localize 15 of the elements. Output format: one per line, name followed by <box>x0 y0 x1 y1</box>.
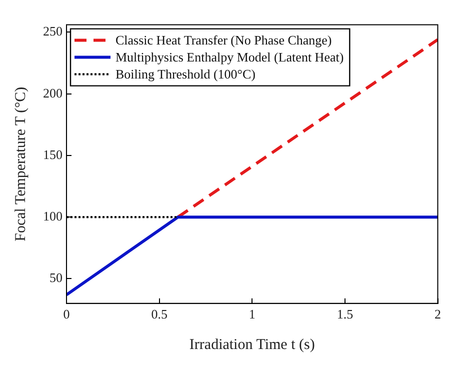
legend-label: Multiphysics Enthalpy Model (Latent Heat) <box>116 50 344 65</box>
legend-label: Classic Heat Transfer (No Phase Change) <box>116 32 332 48</box>
y-tick-label: 200 <box>43 85 62 100</box>
x-tick-label: 0 <box>63 306 70 322</box>
y-tick-label: 50 <box>50 270 62 286</box>
x-tick-label: 1 <box>248 306 256 322</box>
x-tick-label: 1.5 <box>336 306 354 322</box>
x-tick-label: 0.5 <box>151 306 168 322</box>
x-axis-title: Irradiation Time t (s) <box>189 336 315 353</box>
y-tick-label: 250 <box>43 24 62 39</box>
y-tick-label: 100 <box>43 208 62 224</box>
x-tick-label: 2 <box>434 306 441 322</box>
y-tick-label: 150 <box>43 146 62 162</box>
legend-label: Boiling Threshold (100°C) <box>116 66 256 82</box>
y-axis-title: Focal Temperature T (°C) <box>12 86 29 242</box>
